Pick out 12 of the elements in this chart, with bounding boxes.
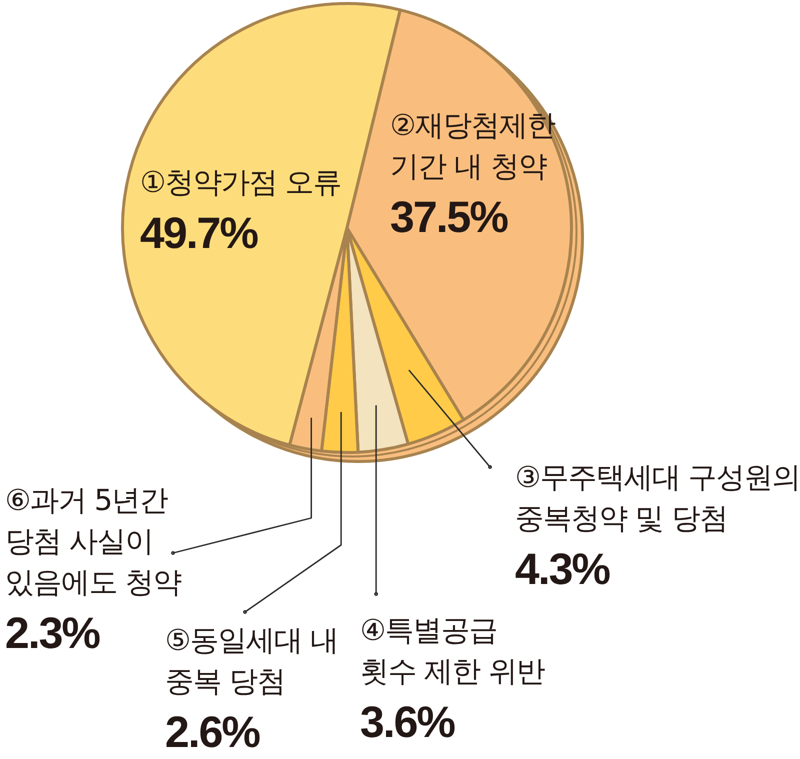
- slice-label: ⑥과거 5년간 당첨 사실이 있음에도 청약: [5, 483, 182, 599]
- data-label: 3.6%: [360, 698, 455, 747]
- slice-label: ①청약가점 오류: [140, 165, 342, 199]
- slice-label: ②재당첨제한 기간 내 청약: [390, 108, 556, 183]
- slice-label: ⑤동일세대 내 중복 당첨: [165, 623, 338, 698]
- data-label: 49.7%: [140, 209, 258, 258]
- data-label: 2.3%: [5, 609, 100, 658]
- data-label: 37.5%: [390, 193, 508, 242]
- slice-label: ③무주택세대 구성원의 중복청약 및 당첨: [515, 460, 800, 535]
- data-label: 2.6%: [165, 708, 260, 757]
- data-label: 4.3%: [515, 545, 610, 594]
- slice-label: ④특별공급 횟수 제한 위반: [360, 613, 546, 688]
